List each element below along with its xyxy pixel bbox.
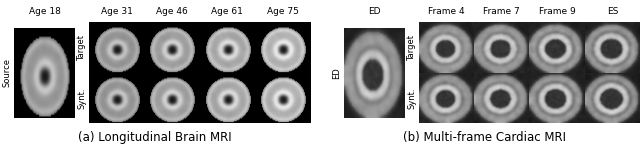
Text: Target: Target xyxy=(407,35,416,61)
Text: ED: ED xyxy=(332,67,341,79)
Text: Age 46: Age 46 xyxy=(156,7,188,16)
Text: Age 61: Age 61 xyxy=(211,7,243,16)
Text: Synt.: Synt. xyxy=(77,87,86,109)
Text: Frame 9: Frame 9 xyxy=(539,7,575,16)
Text: Frame 4: Frame 4 xyxy=(428,7,465,16)
Text: Source: Source xyxy=(3,58,12,87)
Text: (a) Longitudinal Brain MRI: (a) Longitudinal Brain MRI xyxy=(78,131,232,144)
Text: Age 31: Age 31 xyxy=(100,7,132,16)
Text: Synt.: Synt. xyxy=(407,87,416,109)
Text: ES: ES xyxy=(607,7,618,16)
Text: Age 18: Age 18 xyxy=(29,7,60,16)
Text: Frame 7: Frame 7 xyxy=(483,7,520,16)
Text: Age 75: Age 75 xyxy=(267,7,299,16)
Text: Target: Target xyxy=(77,35,86,61)
Text: ED: ED xyxy=(368,7,380,16)
Text: (b) Multi-frame Cardiac MRI: (b) Multi-frame Cardiac MRI xyxy=(403,131,566,144)
